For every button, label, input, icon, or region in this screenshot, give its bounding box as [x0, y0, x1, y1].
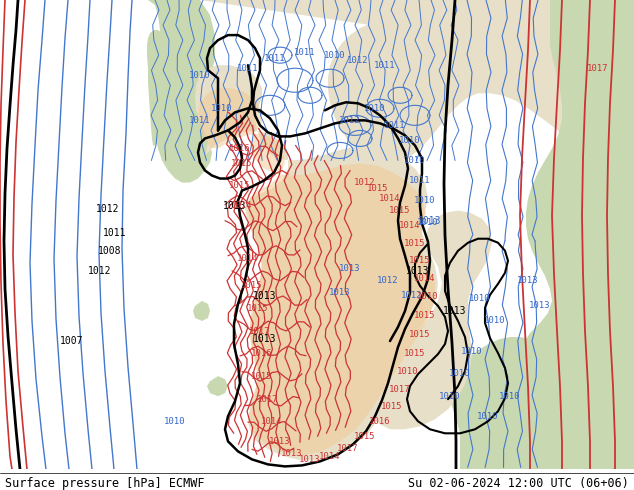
Text: 1010: 1010	[450, 368, 471, 378]
Text: 1015: 1015	[231, 159, 253, 168]
Text: 1010: 1010	[462, 346, 482, 356]
Text: 1013: 1013	[223, 200, 247, 211]
Polygon shape	[292, 211, 492, 429]
Text: 1012: 1012	[339, 116, 361, 125]
Text: 1013: 1013	[281, 449, 303, 458]
Text: 1010: 1010	[190, 71, 210, 80]
Text: 1017: 1017	[587, 64, 609, 73]
Text: 1015: 1015	[389, 206, 411, 215]
Text: 1014: 1014	[379, 194, 401, 203]
Text: 1017: 1017	[389, 385, 411, 393]
Polygon shape	[195, 65, 438, 461]
Text: 1017: 1017	[257, 395, 279, 404]
Text: 1013: 1013	[329, 289, 351, 297]
Text: 1013: 1013	[443, 306, 467, 316]
Text: 1011: 1011	[237, 64, 259, 73]
Text: 1014: 1014	[237, 254, 259, 263]
Polygon shape	[198, 88, 435, 455]
Text: 1012: 1012	[88, 266, 112, 276]
Text: 1015: 1015	[247, 304, 269, 314]
Text: Su 02-06-2024 12:00 UTC (06+06): Su 02-06-2024 12:00 UTC (06+06)	[408, 477, 629, 490]
Text: 1014: 1014	[261, 417, 283, 426]
Text: 1011: 1011	[264, 54, 286, 63]
Text: 1010: 1010	[499, 392, 521, 401]
Text: 1014: 1014	[414, 274, 436, 283]
Text: 1013: 1013	[269, 437, 291, 446]
Text: 1013: 1013	[529, 301, 551, 311]
Polygon shape	[518, 0, 634, 469]
Text: 1015: 1015	[230, 181, 251, 190]
Text: 1017: 1017	[337, 444, 359, 453]
Text: 1014: 1014	[231, 201, 253, 210]
Text: 1013: 1013	[299, 455, 321, 464]
Text: 1011: 1011	[103, 228, 127, 238]
Text: 1010: 1010	[417, 218, 439, 227]
Text: 1013: 1013	[253, 334, 277, 344]
Polygon shape	[200, 0, 634, 163]
Polygon shape	[148, 0, 215, 183]
Text: 1011: 1011	[374, 61, 396, 70]
Polygon shape	[147, 30, 172, 146]
Text: 1010: 1010	[484, 317, 506, 325]
Text: 1010: 1010	[324, 50, 346, 60]
Text: 1011: 1011	[410, 176, 430, 185]
Text: 1007: 1007	[60, 336, 84, 346]
Text: 1014: 1014	[320, 452, 340, 461]
Text: 1010: 1010	[398, 367, 418, 376]
Text: 1010: 1010	[439, 392, 461, 401]
Text: 1015: 1015	[354, 432, 376, 441]
Text: 1010: 1010	[164, 417, 186, 426]
Text: 1012: 1012	[401, 292, 423, 300]
Text: 1010: 1010	[365, 104, 385, 113]
Text: 1011: 1011	[384, 121, 406, 130]
Text: 1013: 1013	[418, 216, 442, 226]
Polygon shape	[193, 301, 210, 321]
Text: 1013: 1013	[253, 291, 277, 301]
Text: 1008: 1008	[98, 246, 122, 256]
Text: 1015: 1015	[404, 348, 426, 358]
Text: 1012: 1012	[96, 204, 120, 214]
Text: 1011: 1011	[190, 116, 210, 125]
Text: 1010: 1010	[469, 294, 491, 303]
Text: 1015: 1015	[410, 329, 430, 339]
Text: 1015: 1015	[367, 184, 389, 193]
Text: 1016: 1016	[251, 348, 273, 358]
Text: 1012: 1012	[347, 56, 369, 65]
Text: 1010: 1010	[477, 412, 499, 421]
Text: 1015: 1015	[404, 239, 426, 248]
Text: 1015: 1015	[381, 402, 403, 411]
Text: 1014: 1014	[399, 221, 421, 230]
Text: 1015: 1015	[251, 371, 273, 381]
Polygon shape	[207, 376, 228, 396]
Text: 1010: 1010	[414, 196, 436, 205]
Text: 1015: 1015	[410, 256, 430, 265]
Text: 1016: 1016	[369, 417, 391, 426]
Text: 1012: 1012	[377, 276, 399, 285]
Text: 1013: 1013	[406, 266, 430, 276]
Text: 1013: 1013	[517, 276, 539, 285]
Text: 1010: 1010	[211, 104, 233, 113]
Text: 1015: 1015	[414, 312, 436, 320]
Text: 1012: 1012	[354, 178, 376, 187]
Text: Surface pressure [hPa] ECMWF: Surface pressure [hPa] ECMWF	[5, 477, 205, 490]
Text: 1010: 1010	[417, 293, 439, 301]
Text: 1010: 1010	[399, 136, 421, 145]
Text: 1017: 1017	[249, 326, 271, 336]
Text: 1016: 1016	[230, 144, 251, 153]
Text: 1013: 1013	[339, 264, 361, 273]
Text: 1015: 1015	[242, 281, 262, 291]
Text: 1011: 1011	[294, 48, 316, 57]
Polygon shape	[450, 337, 634, 469]
Text: 1010: 1010	[404, 156, 426, 165]
